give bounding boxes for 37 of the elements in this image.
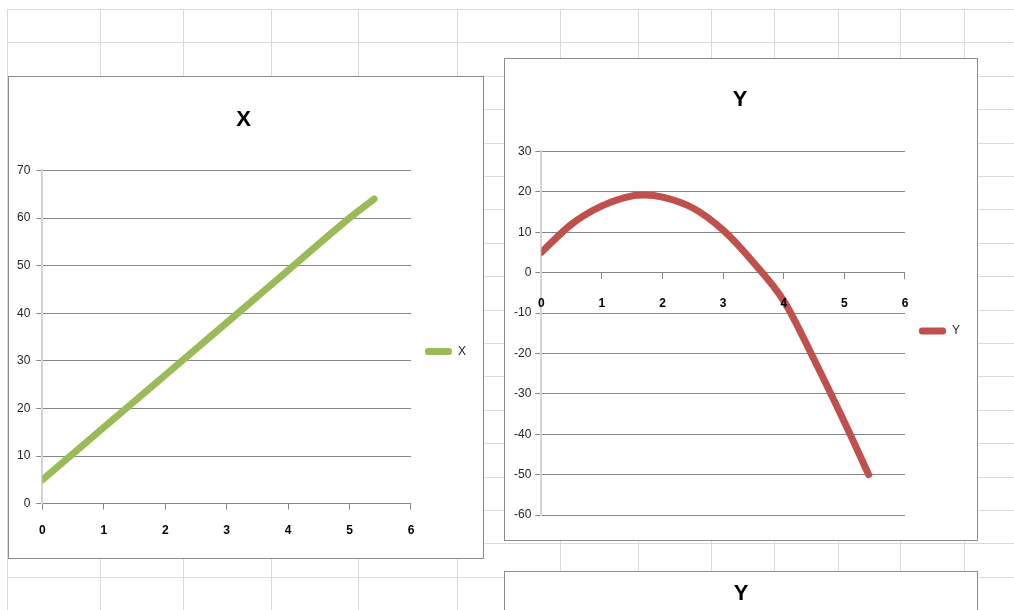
y-tick-label: -10	[514, 305, 532, 320]
y-tick-label: 20	[517, 184, 532, 199]
legend-label: X	[458, 343, 467, 358]
y-tick-label: -60	[514, 507, 532, 522]
text: Y	[732, 580, 750, 606]
y-tick-label: 50	[16, 257, 31, 272]
y-tick-label: 30	[16, 353, 31, 368]
x-tick-label: 4	[780, 296, 788, 311]
y-tick-label: -30	[514, 386, 532, 401]
chart-title: Y	[732, 86, 748, 112]
y-tick-label: 60	[16, 210, 31, 225]
y-tick-label: -20	[514, 345, 532, 360]
y-tick-label: -50	[514, 466, 532, 481]
y-tick-label: 0	[23, 495, 31, 510]
x-tick-label: 0	[538, 296, 545, 311]
y-tick-label: 0	[524, 264, 532, 279]
y-tick-label: 40	[16, 305, 31, 320]
x-tick-label: 2	[659, 296, 667, 311]
x-tick-label: 2	[161, 523, 169, 538]
x-tick-label: 6	[407, 523, 415, 538]
y-tick-label: 70	[16, 162, 31, 177]
x-tick-label: 6	[901, 296, 909, 311]
y-tick-label: 10	[16, 448, 31, 463]
x-tick-label: 1	[598, 296, 606, 311]
x-tick-label: 5	[841, 296, 849, 311]
chart-title: X	[236, 106, 252, 132]
x-tick-label: 5	[346, 523, 354, 538]
y-tick-label: 20	[16, 400, 31, 415]
legend-label: Y	[952, 323, 961, 338]
x-tick-label: 3	[719, 296, 727, 311]
x-tick-label: 0	[39, 523, 46, 538]
y-tick-label: -40	[514, 426, 532, 441]
x-tick-label: 4	[284, 523, 292, 538]
x-tick-label: 3	[223, 523, 231, 538]
y-tick-label: 30	[517, 143, 532, 158]
y-tick-label: 10	[517, 224, 532, 239]
x-tick-label: 1	[100, 523, 108, 538]
